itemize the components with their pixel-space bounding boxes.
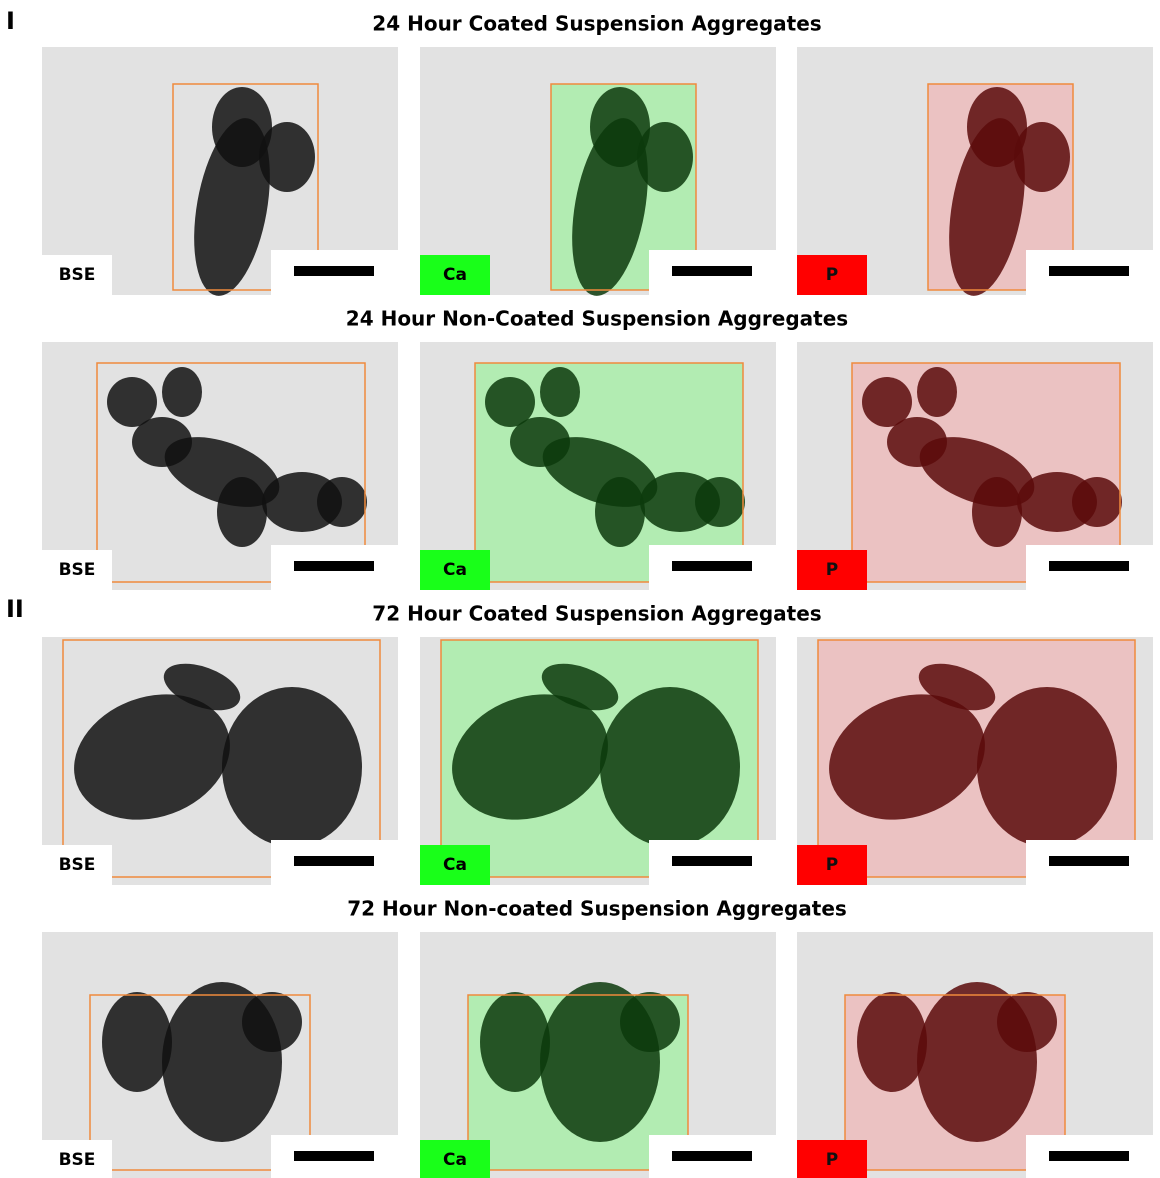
aggregate bbox=[600, 687, 740, 847]
aggregate bbox=[317, 477, 367, 527]
aggregate bbox=[222, 687, 362, 847]
scale-bar bbox=[294, 266, 374, 276]
micrograph-panel: Ca bbox=[420, 342, 776, 590]
aggregate bbox=[217, 477, 267, 547]
panel-label: BSE bbox=[59, 1150, 96, 1170]
aggregate bbox=[595, 477, 645, 547]
aggregate bbox=[1072, 477, 1122, 527]
panel-label: BSE bbox=[59, 265, 96, 285]
row-title: 72 Hour Coated Suspension Aggregates bbox=[372, 602, 821, 626]
micrograph-panel: BSE bbox=[42, 932, 398, 1178]
scale-bar bbox=[1049, 856, 1129, 866]
scale-bar bbox=[672, 266, 752, 276]
micrograph-panel: P bbox=[797, 637, 1153, 885]
panel-label: P bbox=[826, 1150, 838, 1170]
panel-label: BSE bbox=[59, 855, 96, 875]
micrograph-panel: Ca bbox=[420, 47, 776, 302]
panel-label: P bbox=[826, 855, 838, 875]
micrograph-panel: BSE bbox=[42, 342, 398, 590]
scale-bar bbox=[672, 561, 752, 571]
scale-bar bbox=[294, 561, 374, 571]
scale-bar bbox=[294, 1151, 374, 1161]
aggregate bbox=[540, 367, 580, 417]
aggregate bbox=[480, 992, 550, 1092]
micrograph-panel: Ca bbox=[420, 932, 776, 1178]
panel-label: Ca bbox=[443, 560, 467, 580]
aggregate bbox=[967, 87, 1027, 167]
scale-bar bbox=[1049, 1151, 1129, 1161]
aggregate bbox=[242, 992, 302, 1052]
aggregate bbox=[590, 87, 650, 167]
aggregate bbox=[212, 87, 272, 167]
scale-bar bbox=[672, 856, 752, 866]
row-title: 24 Hour Coated Suspension Aggregates bbox=[372, 12, 821, 36]
micrograph-panel: P bbox=[797, 47, 1153, 302]
aggregate bbox=[162, 367, 202, 417]
micrograph-panel: Ca bbox=[420, 637, 776, 885]
micrograph-panel: BSE bbox=[42, 47, 398, 302]
panel-label: P bbox=[826, 560, 838, 580]
aggregate bbox=[977, 687, 1117, 847]
panel-label: Ca bbox=[443, 1150, 467, 1170]
aggregate bbox=[102, 992, 172, 1092]
aggregate bbox=[620, 992, 680, 1052]
aggregate bbox=[972, 477, 1022, 547]
row-title: 24 Hour Non-Coated Suspension Aggregates bbox=[346, 307, 848, 331]
aggregate bbox=[917, 367, 957, 417]
aggregate bbox=[857, 992, 927, 1092]
panel-label: Ca bbox=[443, 265, 467, 285]
panel-label: BSE bbox=[59, 560, 96, 580]
scale-bar bbox=[1049, 561, 1129, 571]
aggregate bbox=[997, 992, 1057, 1052]
scale-bar bbox=[294, 856, 374, 866]
section-label: II bbox=[6, 595, 24, 623]
panel-label: P bbox=[826, 265, 838, 285]
micrograph-panel: P bbox=[797, 932, 1153, 1178]
row-title: 72 Hour Non-coated Suspension Aggregates bbox=[347, 897, 847, 921]
micrograph-panel: BSE bbox=[42, 637, 398, 885]
section-label: I bbox=[6, 7, 15, 35]
scale-bar bbox=[672, 1151, 752, 1161]
micrograph-panel: P bbox=[797, 342, 1153, 590]
panel-label: Ca bbox=[443, 855, 467, 875]
aggregate bbox=[695, 477, 745, 527]
figure: I 24 Hour Coated Suspension Aggregates BSE… bbox=[0, 0, 1160, 1178]
scale-bar bbox=[1049, 266, 1129, 276]
